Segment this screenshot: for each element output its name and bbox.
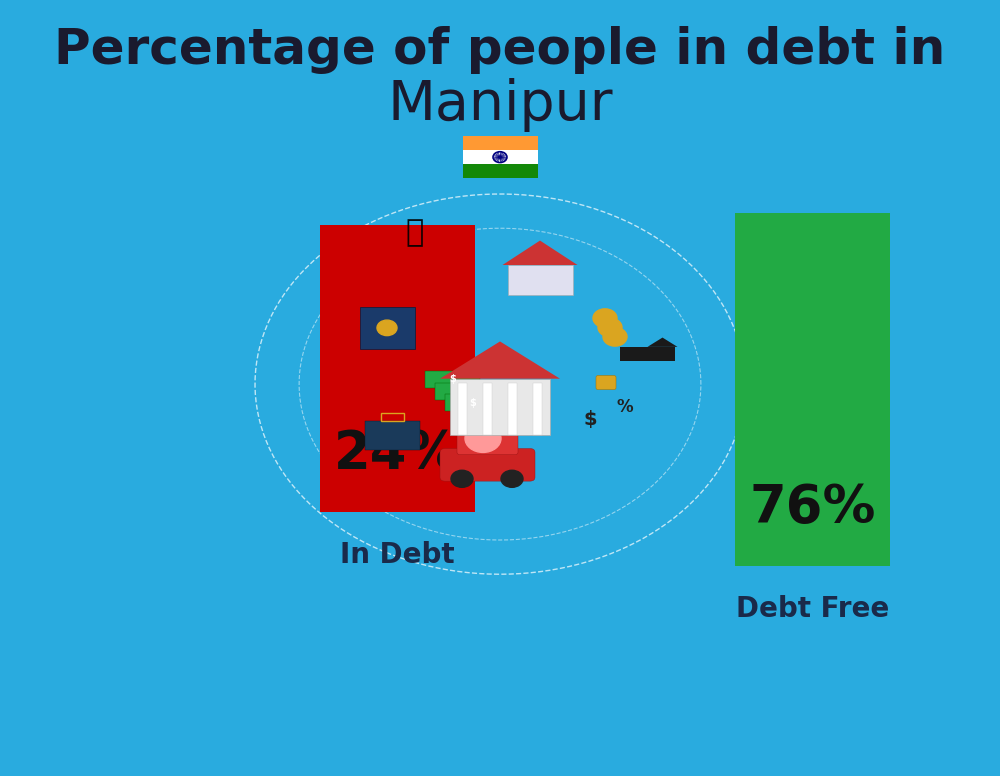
Text: 🦅: 🦅 bbox=[406, 218, 424, 248]
Text: 24%: 24% bbox=[334, 428, 461, 480]
Polygon shape bbox=[503, 241, 578, 265]
FancyBboxPatch shape bbox=[596, 376, 616, 390]
FancyBboxPatch shape bbox=[508, 265, 572, 295]
Text: $: $ bbox=[583, 410, 597, 428]
FancyBboxPatch shape bbox=[360, 307, 415, 349]
Circle shape bbox=[593, 309, 617, 327]
Text: Debt Free: Debt Free bbox=[736, 595, 889, 623]
FancyBboxPatch shape bbox=[533, 383, 542, 435]
Polygon shape bbox=[440, 341, 560, 379]
FancyBboxPatch shape bbox=[462, 150, 538, 165]
FancyBboxPatch shape bbox=[450, 379, 550, 435]
Circle shape bbox=[377, 320, 397, 335]
FancyBboxPatch shape bbox=[425, 371, 480, 388]
FancyBboxPatch shape bbox=[508, 383, 517, 435]
FancyBboxPatch shape bbox=[365, 421, 420, 450]
Text: $: $ bbox=[469, 398, 476, 407]
FancyBboxPatch shape bbox=[483, 383, 492, 435]
Text: $: $ bbox=[459, 386, 466, 396]
FancyBboxPatch shape bbox=[457, 431, 518, 455]
Circle shape bbox=[499, 156, 501, 158]
Polygon shape bbox=[648, 338, 678, 347]
FancyBboxPatch shape bbox=[735, 213, 890, 566]
Text: $: $ bbox=[449, 375, 456, 384]
Circle shape bbox=[598, 318, 622, 337]
Text: In Debt: In Debt bbox=[340, 541, 455, 569]
FancyBboxPatch shape bbox=[445, 394, 500, 411]
Text: Percentage of people in debt in: Percentage of people in debt in bbox=[54, 26, 946, 74]
FancyBboxPatch shape bbox=[440, 449, 535, 481]
Text: 76%: 76% bbox=[749, 482, 876, 535]
Circle shape bbox=[465, 424, 501, 452]
FancyBboxPatch shape bbox=[320, 225, 475, 512]
Circle shape bbox=[451, 470, 473, 487]
FancyBboxPatch shape bbox=[458, 383, 467, 435]
FancyBboxPatch shape bbox=[462, 136, 538, 150]
Text: Manipur: Manipur bbox=[387, 78, 613, 132]
Text: %: % bbox=[617, 398, 633, 417]
FancyBboxPatch shape bbox=[435, 383, 490, 400]
Circle shape bbox=[603, 327, 627, 346]
FancyBboxPatch shape bbox=[620, 347, 675, 361]
FancyBboxPatch shape bbox=[462, 165, 538, 178]
Circle shape bbox=[501, 470, 523, 487]
